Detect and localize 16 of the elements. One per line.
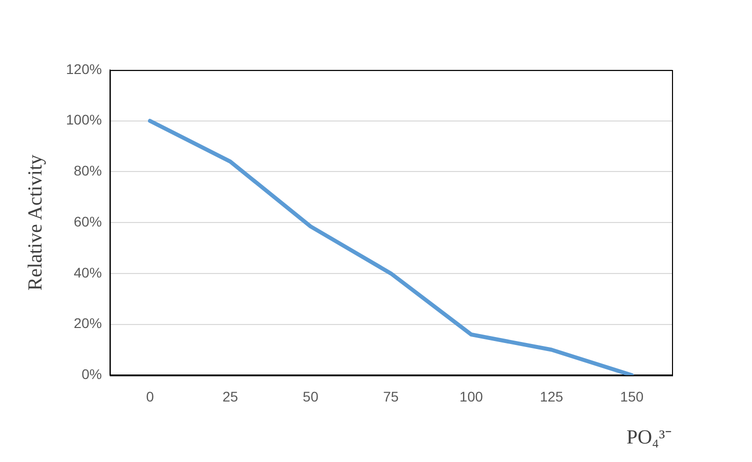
y-tick-label: 0% bbox=[82, 366, 102, 382]
x-tick-label: 125 bbox=[540, 388, 564, 404]
x-tick-label: 0 bbox=[146, 388, 154, 404]
x-tick-label: 25 bbox=[222, 388, 238, 404]
x-axis-title: PO₄³⁻ bbox=[626, 426, 672, 448]
y-tick-label: 60% bbox=[74, 213, 102, 230]
y-tick-label: 40% bbox=[74, 264, 102, 280]
x-tick-label: 100 bbox=[460, 388, 484, 404]
x-tick-label: 150 bbox=[620, 388, 644, 404]
y-tick-label: 20% bbox=[74, 315, 102, 332]
x-tick-label: 50 bbox=[302, 388, 319, 404]
x-tick-label: 75 bbox=[383, 388, 399, 404]
y-axis-title: Relative Activity bbox=[24, 154, 46, 291]
y-tick-label: 80% bbox=[74, 162, 102, 179]
y-tick-label: 120% bbox=[66, 60, 102, 77]
y-tick-label: 100% bbox=[66, 112, 102, 128]
